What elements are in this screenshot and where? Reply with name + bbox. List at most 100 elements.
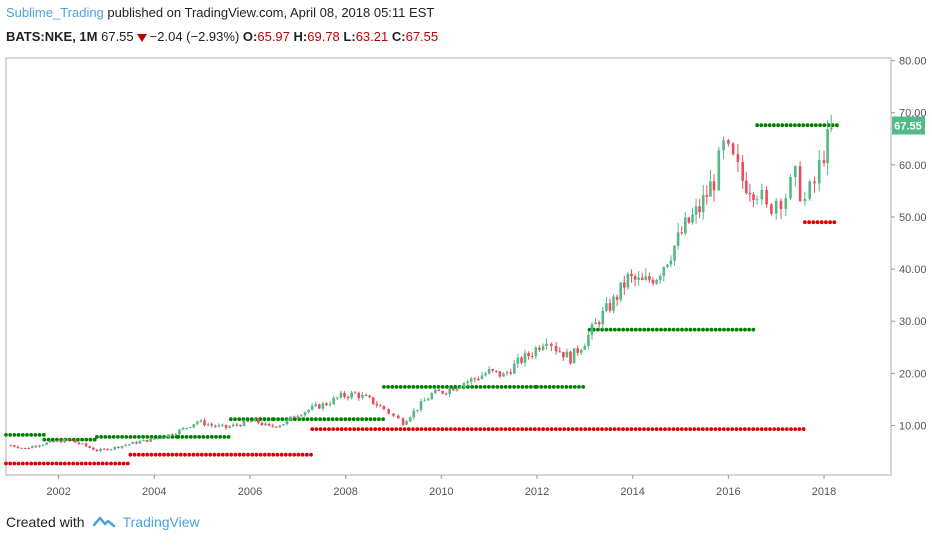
support-dot xyxy=(415,427,420,431)
candle-body xyxy=(760,190,764,200)
candle-body xyxy=(484,373,487,376)
support-dot xyxy=(117,461,122,466)
resistance-dot xyxy=(95,435,99,439)
candle-body xyxy=(34,446,38,448)
resistance-dot xyxy=(818,123,822,128)
resistance-dot xyxy=(407,385,411,389)
support-dot xyxy=(478,427,483,431)
x-tick-label: 2004 xyxy=(142,486,166,498)
resistance-dot xyxy=(809,123,814,128)
candle-body xyxy=(623,282,626,288)
resistance-dot xyxy=(12,433,17,437)
support-dot xyxy=(104,461,109,466)
candle-body xyxy=(102,448,106,450)
resistance-dot xyxy=(419,385,424,389)
resistance-dot xyxy=(351,417,356,422)
resistance-dot xyxy=(722,327,726,332)
support-dot xyxy=(528,427,533,431)
support-dot xyxy=(705,427,709,431)
support-dot xyxy=(254,452,259,457)
support-dot xyxy=(633,427,638,431)
price-chart[interactable]: 10.0020.0030.0040.0050.0060.0070.0080.00… xyxy=(0,0,932,510)
candle-body xyxy=(81,443,84,445)
support-dot xyxy=(4,461,8,466)
support-dot xyxy=(654,427,659,431)
support-dot xyxy=(700,427,705,431)
support-dot xyxy=(738,427,743,431)
resistance-dot xyxy=(625,327,630,332)
support-dot xyxy=(402,427,407,431)
candle-body xyxy=(741,161,744,181)
support-dot xyxy=(369,427,373,431)
support-dot xyxy=(448,427,453,431)
support-dot xyxy=(520,427,525,431)
resistance-dot xyxy=(793,123,797,128)
candle-body xyxy=(779,200,783,209)
resistance-dot xyxy=(667,327,672,332)
candle-body xyxy=(285,419,289,425)
resistance-dot xyxy=(377,417,381,422)
resistance-dot xyxy=(280,417,285,422)
resistance-dot xyxy=(411,385,416,389)
candle-body xyxy=(99,448,102,451)
candle-body xyxy=(371,397,375,404)
candle-body xyxy=(153,438,156,440)
support-dot xyxy=(595,427,600,431)
resistance-dot xyxy=(398,385,403,389)
support-dot xyxy=(100,461,105,466)
resistance-dot xyxy=(381,417,385,422)
resistance-dot xyxy=(25,433,29,437)
resistance-dot xyxy=(132,435,137,439)
candle-body xyxy=(491,369,494,371)
support-dot xyxy=(692,427,697,431)
support-dot xyxy=(436,427,441,431)
candle-body xyxy=(530,355,534,357)
candle-body xyxy=(545,343,548,347)
x-tick-label: 2010 xyxy=(429,486,453,498)
resistance-dot xyxy=(604,327,609,332)
resistance-dot xyxy=(659,327,663,332)
candle-body xyxy=(691,214,694,223)
resistance-dot xyxy=(372,417,377,422)
candle-body xyxy=(41,444,45,446)
resistance-dot xyxy=(214,435,218,439)
resistance-dot xyxy=(453,385,458,389)
candle-body xyxy=(401,418,405,425)
support-dot xyxy=(637,427,642,431)
resistance-dot xyxy=(814,123,818,128)
resistance-dot xyxy=(654,327,659,332)
resistance-dot xyxy=(116,435,120,439)
support-dot xyxy=(675,427,680,431)
tradingview-brand[interactable]: TradingView xyxy=(122,514,200,530)
support-dot xyxy=(46,461,50,466)
candle-body xyxy=(56,440,59,443)
candle-body xyxy=(350,392,353,398)
x-tick-label: 2008 xyxy=(333,486,357,498)
support-dot xyxy=(279,452,284,457)
support-dot xyxy=(212,452,217,457)
candle-body xyxy=(480,375,484,379)
support-dot xyxy=(646,427,651,431)
support-dot xyxy=(12,461,17,466)
support-dot xyxy=(96,461,101,466)
candle-body xyxy=(145,439,149,442)
resistance-dot xyxy=(347,417,352,422)
support-dot xyxy=(199,452,204,457)
resistance-dot xyxy=(339,417,343,422)
username-link[interactable]: Sublime_Trading xyxy=(6,5,104,20)
candle-body xyxy=(808,181,811,199)
support-dot xyxy=(828,220,832,225)
support-dot xyxy=(25,461,29,466)
support-dot xyxy=(292,452,297,457)
resistance-dot xyxy=(751,327,756,332)
support-dot xyxy=(579,427,583,431)
candle-body xyxy=(680,232,683,234)
candle-body xyxy=(640,277,644,280)
support-dot xyxy=(125,461,130,466)
candle-body xyxy=(576,348,579,353)
resistance-dot xyxy=(709,327,714,332)
resistance-dot xyxy=(245,417,250,422)
resistance-dot xyxy=(675,327,680,332)
support-dot xyxy=(532,427,537,431)
support-dot xyxy=(343,427,348,431)
